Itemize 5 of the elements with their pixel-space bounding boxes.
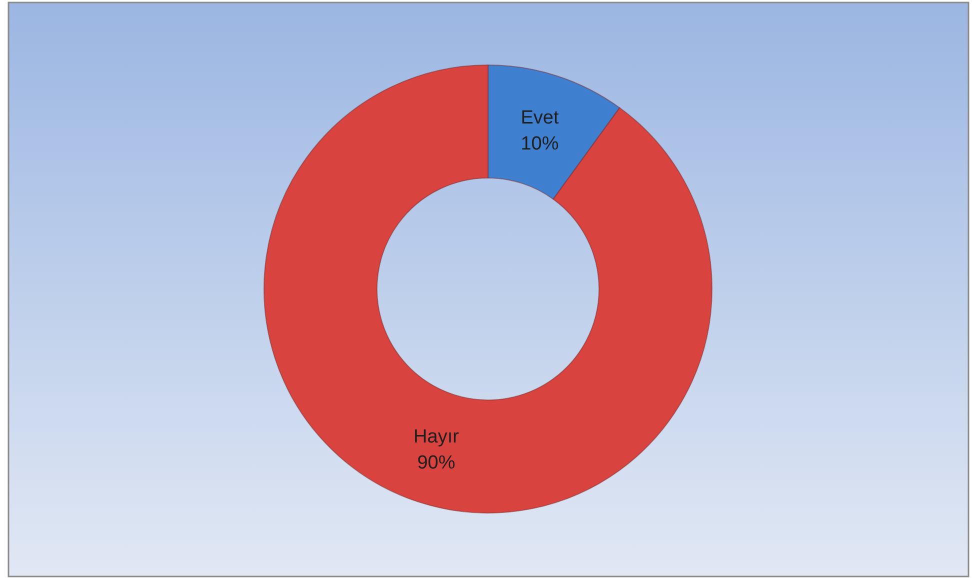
data-label: 90%: [417, 452, 456, 474]
slice-label: Evet: [520, 108, 560, 129]
donut-slice: [264, 64, 712, 514]
data-label: 10%: [520, 134, 559, 155]
slice-label: Hayır: [414, 426, 460, 448]
